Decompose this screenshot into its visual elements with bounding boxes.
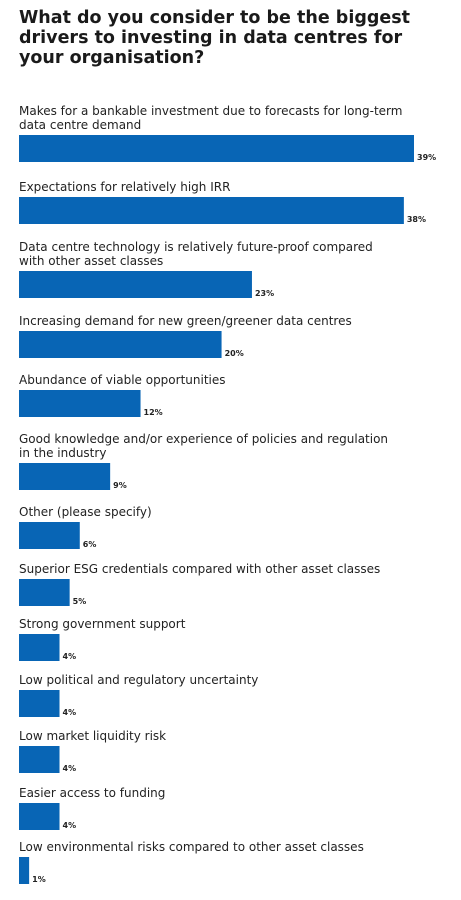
- value-label: 12%: [144, 408, 163, 417]
- value-label: 6%: [83, 540, 97, 549]
- category-label: Increasing demand for new green/greener …: [19, 314, 352, 328]
- category-label: Low political and regulatory uncertainty: [19, 673, 258, 687]
- bar: [19, 579, 70, 606]
- value-label: 23%: [255, 289, 274, 298]
- category-label: Other (please specify): [19, 505, 152, 519]
- value-label: 20%: [225, 349, 244, 358]
- category-label: Superior ESG credentials compared with o…: [19, 562, 380, 576]
- value-label: 38%: [407, 215, 426, 224]
- bar: [19, 197, 404, 224]
- category-label: Low environmental risks compared to othe…: [19, 840, 364, 854]
- category-label: Abundance of viable opportunities: [19, 373, 226, 387]
- value-label: 4%: [63, 652, 77, 661]
- value-label: 5%: [73, 597, 87, 606]
- bar: [19, 803, 60, 830]
- category-label: in the industry: [19, 446, 106, 460]
- category-label: Low market liquidity risk: [19, 729, 166, 743]
- bar: [19, 463, 111, 490]
- bar: [19, 690, 60, 717]
- value-label: 9%: [113, 481, 127, 490]
- value-label: 4%: [63, 821, 77, 830]
- category-label: Strong government support: [19, 617, 186, 631]
- bar: [19, 271, 252, 298]
- category-label: Makes for a bankable investment due to f…: [19, 104, 402, 118]
- value-label: 4%: [63, 764, 77, 773]
- bar: [19, 746, 60, 773]
- chart-title: What do you consider to be the biggest d…: [19, 8, 411, 68]
- category-label: Good knowledge and/or experience of poli…: [19, 432, 388, 446]
- category-label: Expectations for relatively high IRR: [19, 180, 230, 194]
- bar: [19, 331, 222, 358]
- value-label: 4%: [63, 708, 77, 717]
- value-label: 39%: [417, 153, 436, 162]
- category-label: Data centre technology is relatively fut…: [19, 240, 373, 254]
- bar: [19, 634, 60, 661]
- category-label: with other asset classes: [19, 254, 163, 268]
- bar: [19, 522, 80, 549]
- value-label: 1%: [32, 875, 46, 884]
- bar: [19, 857, 30, 884]
- bar: [19, 135, 414, 162]
- category-label: Easier access to funding: [19, 786, 165, 800]
- bar: [19, 390, 141, 417]
- category-label: data centre demand: [19, 118, 141, 132]
